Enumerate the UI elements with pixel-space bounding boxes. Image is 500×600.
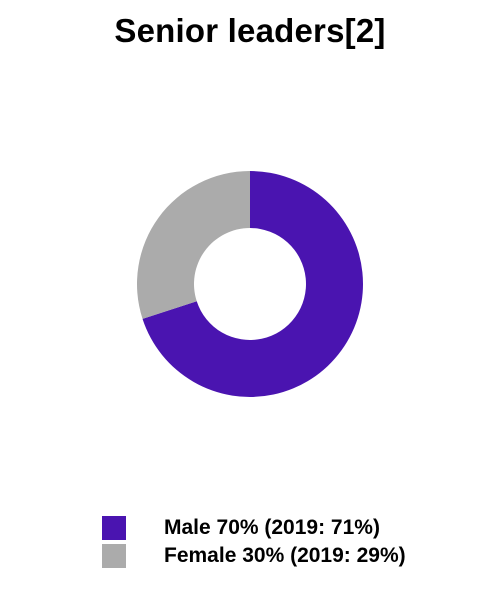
legend-label-male: Male 70% (2019: 71%)	[164, 516, 380, 539]
legend-item-male: Male 70% (2019: 71%)	[102, 514, 406, 542]
legend-swatch-male	[102, 516, 126, 540]
legend-label-female: Female 30% (2019: 29%)	[164, 544, 406, 567]
chart-title: Senior leaders[2]	[114, 12, 386, 49]
donut-slice-female	[136, 171, 250, 319]
legend: Male 70% (2019: 71%) Female 30% (2019: 2…	[102, 514, 406, 570]
legend-item-female: Female 30% (2019: 29%)	[102, 542, 406, 570]
donut-slice-male	[142, 171, 363, 397]
legend-swatch-female	[102, 544, 126, 568]
